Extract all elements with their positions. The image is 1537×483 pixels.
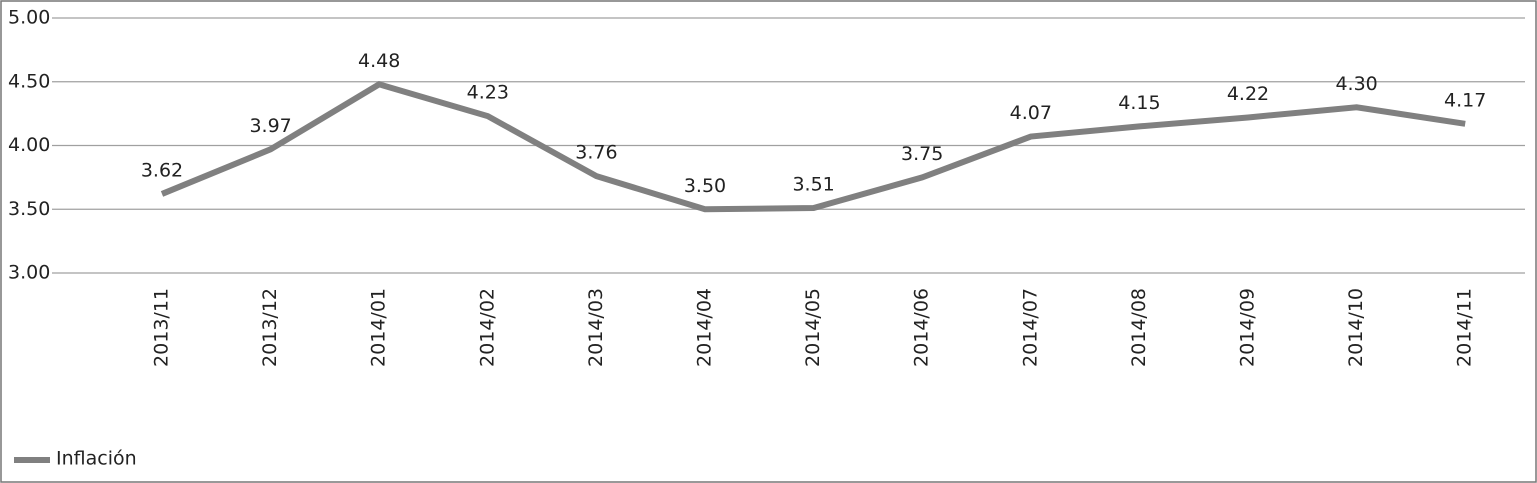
x-tick-label: 2014/05 (802, 288, 824, 367)
data-label: 3.51 (792, 173, 834, 195)
x-tick-label: 2014/09 (1237, 288, 1259, 367)
x-tick-label: 2014/10 (1345, 288, 1367, 367)
x-tick-label: 2013/12 (259, 288, 281, 367)
legend-label: Inflación (56, 448, 137, 470)
y-tick-label: 3.00 (8, 262, 50, 284)
data-label: 3.97 (249, 115, 291, 137)
y-tick-label: 3.50 (8, 198, 50, 220)
x-tick-label: 2014/07 (1019, 288, 1041, 367)
x-tick-label: 2013/11 (151, 288, 173, 367)
x-tick-label: 2014/08 (1128, 288, 1150, 367)
data-label: 4.23 (467, 82, 509, 104)
data-label: 4.22 (1227, 83, 1269, 105)
data-label: 3.75 (901, 143, 943, 165)
data-label: 3.76 (575, 142, 617, 164)
x-tick-label: 2014/11 (1454, 288, 1476, 367)
x-tick-label: 2014/01 (368, 288, 390, 367)
x-tick-label: 2014/04 (694, 288, 716, 367)
data-label: 4.17 (1444, 89, 1486, 111)
data-label: 4.15 (1118, 92, 1160, 114)
x-tick-label: 2014/06 (911, 288, 933, 367)
line (160, 81, 1466, 213)
data-label: 3.50 (684, 175, 726, 197)
x-tick-label: 2014/02 (476, 288, 498, 367)
data-label: 4.48 (358, 50, 400, 72)
x-tick-label: 2014/03 (585, 288, 607, 367)
y-tick-label: 5.00 (8, 7, 50, 29)
y-tick-label: 4.00 (8, 134, 50, 156)
data-label: 3.62 (141, 159, 183, 181)
data-label: 4.07 (1010, 102, 1052, 124)
y-tick-label: 4.50 (8, 70, 50, 92)
data-label: 4.30 (1335, 73, 1377, 95)
